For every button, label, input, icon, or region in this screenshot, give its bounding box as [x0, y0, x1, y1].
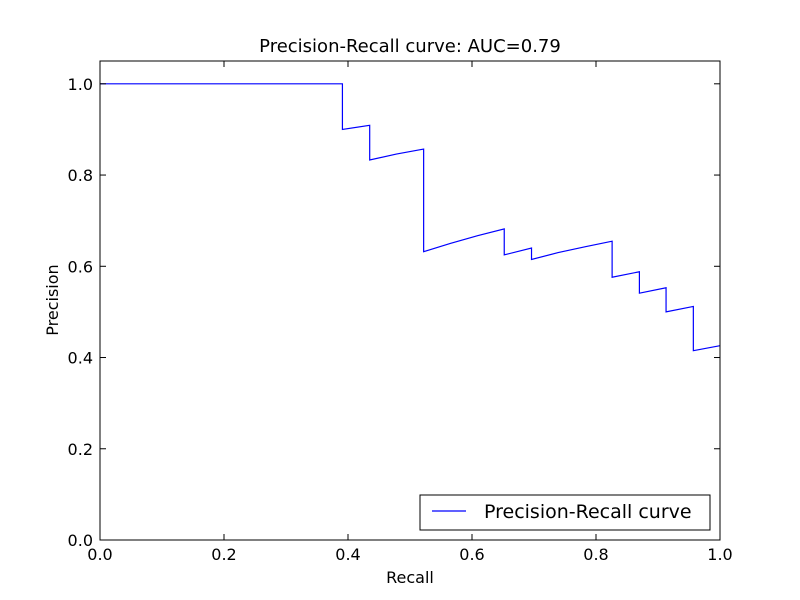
- y-tick-label-4: 0.8: [68, 166, 93, 185]
- y-tick-label-0: 0.0: [68, 531, 93, 550]
- plot-frame: [99, 60, 721, 541]
- y-axis-label: Precision: [43, 264, 62, 335]
- ticks-layer: 0.0 0.2 0.4 0.6 0.8 1.0 0.0 0.2 0.4 0.6 0.8 1.0: [68, 61, 733, 564]
- x-tick-label-2: 0.4: [335, 545, 360, 564]
- y-tick-label-2: 0.4: [68, 349, 93, 368]
- y-tick-label-3: 0.6: [68, 257, 93, 276]
- y-tick-label-5: 1.0: [68, 75, 93, 94]
- x-axis-label: Recall: [386, 568, 434, 587]
- curve-layer: [100, 83, 721, 352]
- legend-entry-label: Precision-Recall curve: [484, 501, 692, 523]
- plot-area: [100, 61, 720, 540]
- legend-box: [419, 494, 711, 531]
- legend: Precision-Recall curve: [419, 494, 711, 531]
- series-line-0: [100, 83, 721, 352]
- x-tick-label-3: 0.6: [459, 545, 484, 564]
- x-tick-label-1: 0.2: [211, 545, 236, 564]
- plot-background: [100, 61, 720, 540]
- chart-title: Precision-Recall curve: AUC=0.79: [259, 36, 561, 57]
- x-tick-label-0: 0.0: [87, 545, 112, 564]
- y-tick-label-1: 0.2: [68, 440, 93, 459]
- x-tick-label-5: 1.0: [707, 545, 732, 564]
- x-tick-label-4: 0.8: [583, 545, 608, 564]
